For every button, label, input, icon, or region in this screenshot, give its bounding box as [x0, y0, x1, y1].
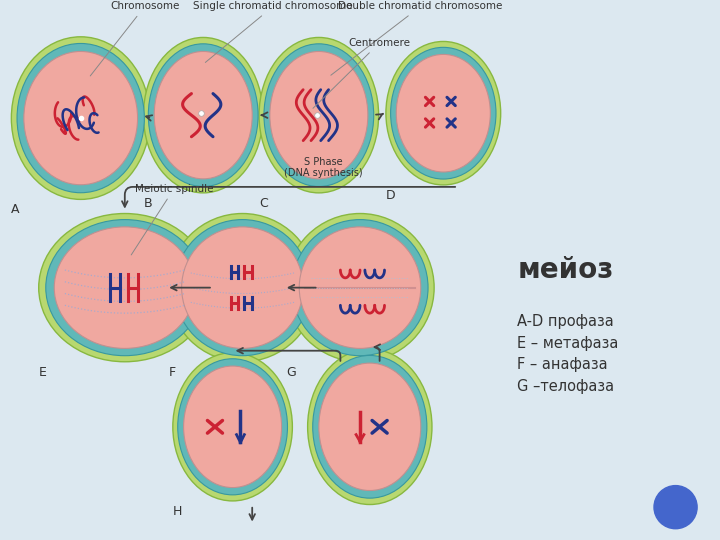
- Ellipse shape: [270, 51, 368, 179]
- Text: Single chromatid chromosome: Single chromatid chromosome: [194, 2, 353, 63]
- Ellipse shape: [39, 213, 211, 362]
- Ellipse shape: [24, 51, 138, 185]
- Text: D: D: [386, 189, 395, 202]
- Ellipse shape: [168, 213, 317, 362]
- Ellipse shape: [396, 55, 490, 172]
- Text: Meiotic spindle: Meiotic spindle: [131, 184, 213, 255]
- Ellipse shape: [173, 353, 292, 501]
- Ellipse shape: [319, 363, 420, 490]
- Ellipse shape: [17, 43, 145, 193]
- Text: G: G: [286, 366, 296, 379]
- Text: E: E: [39, 366, 47, 379]
- Text: Double chromatid chromosome: Double chromatid chromosome: [331, 2, 503, 75]
- Text: A-D профаза: A-D профаза: [517, 314, 613, 329]
- Ellipse shape: [148, 44, 258, 186]
- Ellipse shape: [178, 359, 287, 495]
- Ellipse shape: [174, 220, 310, 356]
- Ellipse shape: [184, 366, 282, 488]
- Text: G –телофаза: G –телофаза: [517, 379, 614, 394]
- Ellipse shape: [300, 227, 420, 348]
- Ellipse shape: [12, 37, 150, 199]
- Text: Centromere: Centromere: [313, 38, 410, 109]
- Ellipse shape: [292, 220, 428, 356]
- Ellipse shape: [181, 227, 303, 348]
- Ellipse shape: [154, 51, 252, 179]
- Text: A: A: [12, 204, 20, 217]
- Text: F – анафаза: F – анафаза: [517, 357, 608, 372]
- Text: B: B: [143, 197, 152, 210]
- Ellipse shape: [259, 37, 379, 193]
- Ellipse shape: [391, 48, 496, 179]
- Text: S Phase
(DNA synthesis): S Phase (DNA synthesis): [284, 157, 363, 178]
- Ellipse shape: [307, 349, 432, 504]
- Ellipse shape: [264, 44, 374, 186]
- Circle shape: [654, 485, 697, 529]
- Ellipse shape: [312, 355, 427, 498]
- Ellipse shape: [386, 42, 500, 185]
- Text: F: F: [168, 366, 176, 379]
- Ellipse shape: [54, 227, 195, 348]
- Text: Chromosome: Chromosome: [90, 2, 179, 76]
- Ellipse shape: [143, 37, 263, 193]
- Text: мейоз: мейоз: [518, 256, 614, 284]
- Text: C: C: [259, 197, 268, 210]
- Ellipse shape: [286, 213, 434, 362]
- Ellipse shape: [46, 220, 204, 356]
- Text: H: H: [173, 505, 182, 518]
- Text: E – метафаза: E – метафаза: [517, 336, 618, 350]
